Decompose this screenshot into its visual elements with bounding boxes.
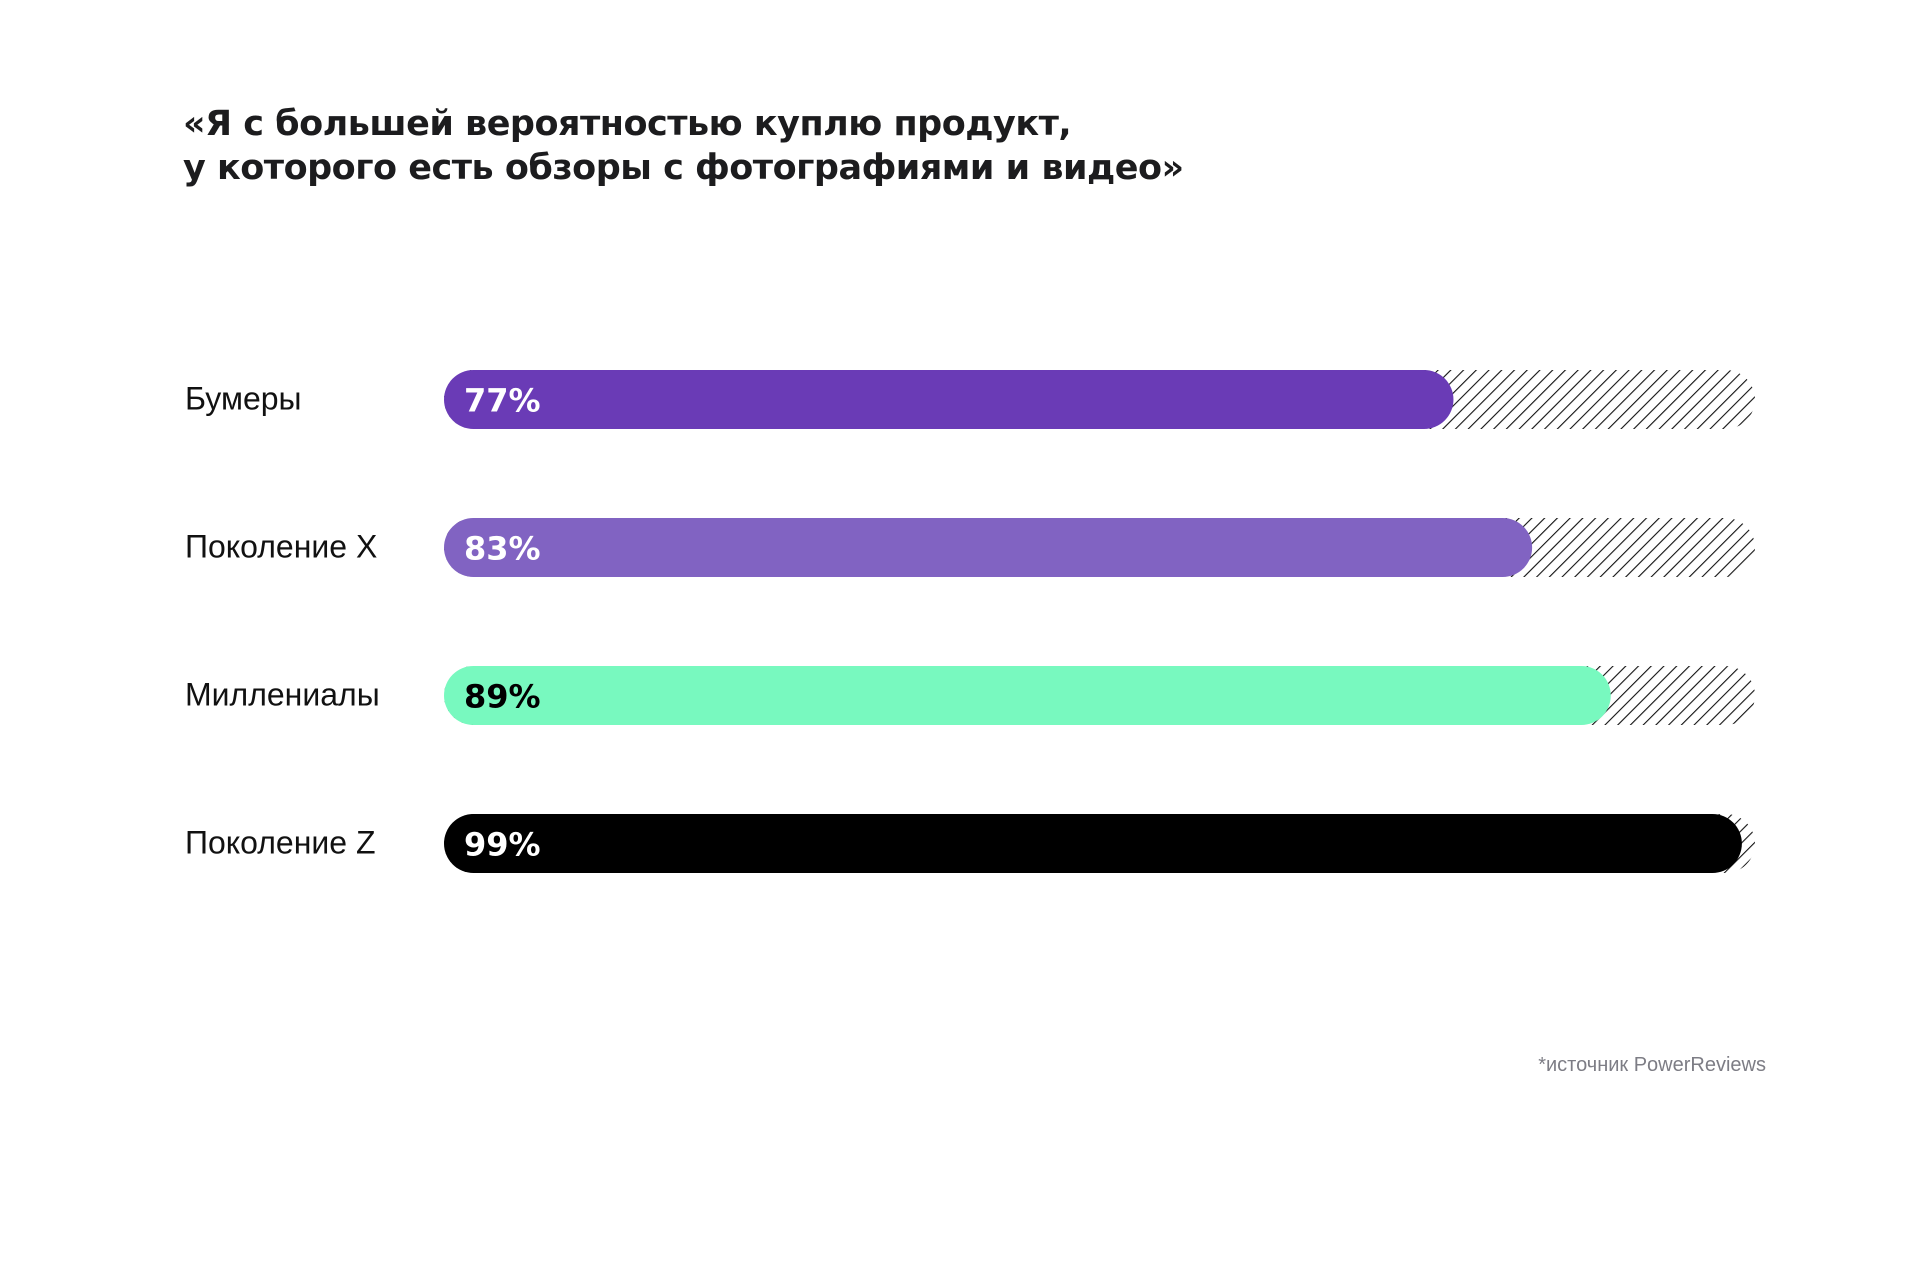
bar-row: Поколение Z 99% — [185, 814, 1755, 873]
value-label: 83% — [464, 530, 541, 568]
value-label: 99% — [464, 826, 541, 864]
chart-title-line-2: у которого есть обзоры с фотографиями и … — [183, 148, 1184, 188]
category-label: Поколение X — [185, 529, 377, 565]
category-label: Миллениалы — [185, 677, 380, 713]
source-note: *источник PowerReviews — [1538, 1054, 1766, 1076]
bar — [444, 518, 1533, 577]
value-label: 77% — [464, 382, 541, 420]
category-label: Поколение Z — [185, 825, 376, 861]
bar-row: Бумеры 77% — [185, 370, 1755, 429]
chart-title: «Я с большей вероятностью куплю продукт,… — [183, 102, 1184, 190]
bar-rows: Бумеры 77% Поколение X 83% Миллениалы 89% Поко… — [185, 370, 1755, 873]
bar — [444, 666, 1611, 725]
value-label: 89% — [464, 678, 541, 716]
bar-row: Поколение X 83% — [185, 518, 1755, 577]
chart-title-line-1: «Я с большей вероятностью куплю продукт, — [183, 104, 1072, 144]
bar — [444, 814, 1742, 873]
bar-row: Миллениалы 89% — [185, 666, 1755, 725]
category-label: Бумеры — [185, 381, 302, 417]
bar — [444, 370, 1454, 429]
